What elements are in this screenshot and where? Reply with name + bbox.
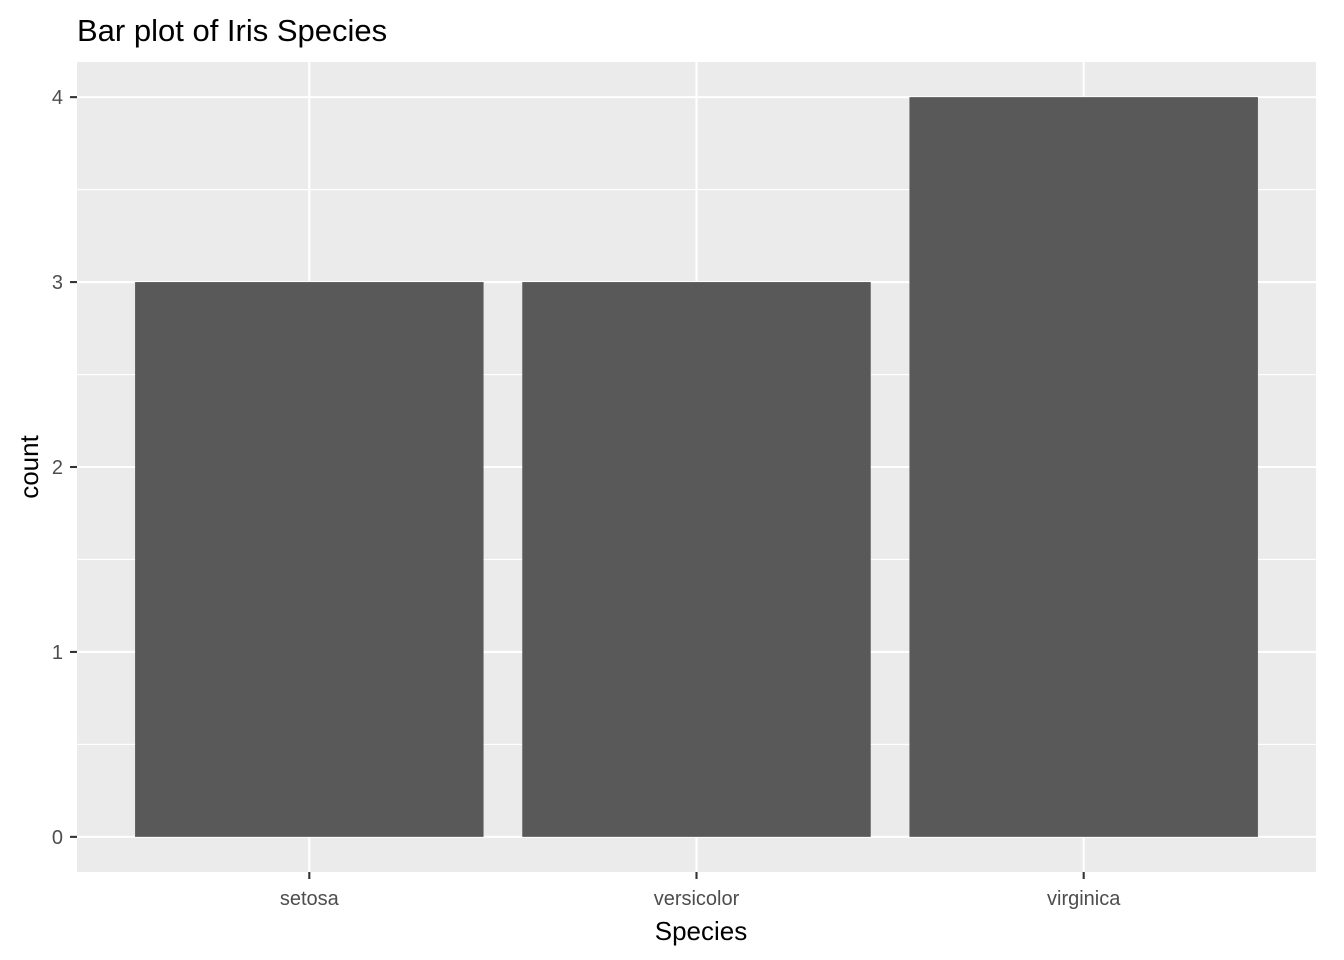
- bars: [135, 97, 1258, 837]
- y-tick-label: 2: [52, 457, 63, 479]
- y-tick-label: 3: [52, 272, 63, 294]
- x-tick-label-setosa: setosa: [280, 888, 340, 910]
- x-axis: setosa versicolor virginica: [280, 872, 1121, 910]
- bar-virginica: [909, 97, 1258, 837]
- x-tick-label-versicolor: versicolor: [654, 888, 740, 910]
- x-axis-title: Species: [655, 916, 748, 946]
- y-tick-label: 0: [52, 827, 63, 849]
- x-tick-label-virginica: virginica: [1047, 888, 1121, 910]
- bar-versicolor: [522, 282, 871, 837]
- chart-title: Bar plot of Iris Species: [77, 13, 387, 48]
- y-tick-label: 1: [52, 642, 63, 664]
- y-axis-title: count: [14, 434, 44, 498]
- bar-setosa: [135, 282, 484, 837]
- y-axis: 0 1 2 3 4: [52, 87, 77, 849]
- y-tick-label: 4: [52, 87, 63, 109]
